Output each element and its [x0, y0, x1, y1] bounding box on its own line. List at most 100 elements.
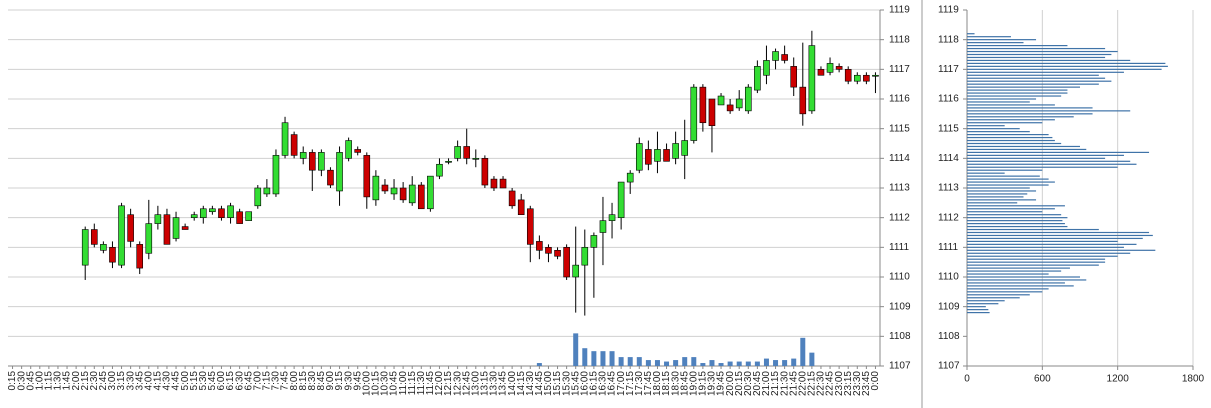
- x-tick-label: 1800: [1182, 374, 1205, 385]
- x-tick-label: 23:45: [861, 371, 872, 396]
- candle-body: [90, 229, 98, 245]
- candle-body: [163, 214, 171, 245]
- candle-body: [436, 163, 443, 177]
- x-tick-label: 13:00: [470, 371, 481, 396]
- x-tick-label: 8:00: [289, 371, 300, 391]
- candle-body: [354, 149, 362, 153]
- volume-bar: [609, 351, 615, 366]
- candle-body: [390, 187, 398, 195]
- volume-bar: [791, 358, 797, 366]
- profile-bar: [967, 151, 1150, 153]
- x-tick-label: 1200: [1107, 374, 1130, 385]
- profile-bar: [967, 89, 1068, 91]
- x-tick-label: 13:45: [498, 371, 509, 396]
- profile-bar: [967, 116, 1074, 118]
- volume-bar: [618, 357, 624, 366]
- x-tick-label: 10:15: [371, 371, 382, 396]
- x-tick-label: 7:45: [280, 371, 291, 391]
- x-tick-label: 15:30: [561, 371, 572, 396]
- candle-body: [581, 247, 589, 266]
- candle-body: [517, 199, 525, 216]
- y-tick-label: 1114: [938, 153, 959, 164]
- profile-bar: [967, 285, 1074, 287]
- x-tick-label: 16:15: [589, 371, 600, 396]
- x-tick-label: 18:15: [661, 371, 672, 396]
- profile-bar: [967, 306, 986, 308]
- volume-bar: [700, 363, 706, 366]
- candle-body: [826, 63, 834, 73]
- candle-body: [481, 158, 489, 186]
- y-tick-label: 1119: [938, 5, 959, 16]
- y-tick-label: 1119: [889, 5, 910, 16]
- x-tick-label: 9:45: [352, 371, 363, 391]
- profile-bar: [967, 74, 1099, 76]
- y-tick-label: 1115: [938, 123, 959, 134]
- profile-bar: [967, 237, 1143, 240]
- candle-body: [853, 74, 861, 82]
- profile-bar: [967, 234, 1153, 237]
- profile-bar: [967, 113, 1093, 115]
- profile-bar: [967, 128, 1020, 130]
- x-tick-label: 21:30: [779, 371, 790, 396]
- candle-body: [545, 247, 552, 254]
- x-tick-label: 20:00: [725, 371, 736, 396]
- candle-body: [100, 244, 107, 251]
- x-tick-label: 14:15: [516, 371, 527, 396]
- x-tick-label: 17:15: [625, 371, 636, 396]
- x-tick-label: 2:00: [71, 371, 82, 391]
- x-tick-label: 11:00: [398, 371, 409, 396]
- x-tick-label: 0: [964, 374, 970, 385]
- profile-bar: [967, 300, 1005, 302]
- y-tick-label: 1113: [938, 183, 959, 194]
- candle-body: [526, 208, 534, 245]
- candle-body: [563, 247, 570, 278]
- candle-body: [272, 155, 280, 195]
- candle-body: [399, 187, 407, 201]
- x-tick-label: 7:30: [271, 371, 282, 391]
- candle-body: [190, 214, 198, 218]
- candle-body: [817, 69, 825, 76]
- volume-bar: [745, 361, 751, 366]
- x-tick-label: 20:15: [734, 371, 745, 396]
- candle-body: [417, 184, 425, 210]
- profile-bar: [967, 309, 989, 311]
- candle-body: [281, 122, 289, 156]
- profile-bar: [967, 303, 999, 305]
- y-tick-label: 1116: [938, 94, 959, 105]
- profile-bar: [967, 56, 1106, 59]
- x-tick-label: 12:00: [434, 371, 445, 396]
- x-tick-label: 19:30: [707, 371, 718, 396]
- profile-bar: [967, 184, 1049, 186]
- profile-bar: [967, 205, 1065, 207]
- x-tick-label: 5:15: [189, 371, 200, 391]
- y-tick-label: 1113: [889, 183, 910, 194]
- profile-bar: [967, 312, 990, 314]
- candle-body: [299, 152, 307, 159]
- profile-bar: [967, 71, 1124, 73]
- x-tick-label: 9:30: [343, 371, 354, 391]
- candle-body: [490, 178, 498, 189]
- profile-bar: [967, 297, 1020, 299]
- profile-bar: [967, 243, 1137, 245]
- x-tick-label: 15:00: [543, 371, 554, 396]
- candle-body: [763, 60, 770, 76]
- x-tick-label: 17:45: [643, 371, 654, 396]
- volume-bar: [664, 361, 670, 366]
- profile-bar: [967, 252, 1131, 254]
- candle-body: [554, 250, 561, 257]
- profile-bar: [967, 39, 1037, 41]
- candle-body: [536, 241, 543, 251]
- candle-body: [626, 172, 634, 183]
- candle-body: [254, 187, 262, 207]
- candle-body: [181, 226, 189, 230]
- candle-body: [726, 104, 734, 112]
- x-tick-label: 19:00: [688, 371, 699, 396]
- x-tick-label: 11:45: [425, 371, 436, 396]
- x-tick-label: 15:45: [570, 371, 581, 396]
- volume-bar: [582, 348, 588, 366]
- x-tick-label: 10:30: [380, 371, 391, 396]
- x-tick-label: 14:30: [525, 371, 536, 396]
- candle-body: [136, 244, 144, 269]
- candle-body: [799, 86, 807, 115]
